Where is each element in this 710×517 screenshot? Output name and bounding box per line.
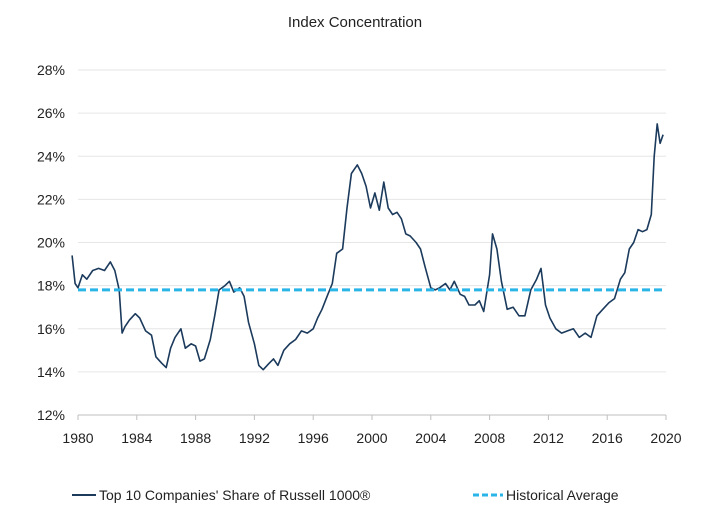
y-tick-label: 28% xyxy=(37,62,65,78)
x-tick-label: 1988 xyxy=(180,430,211,446)
x-tick-label: 2016 xyxy=(592,430,623,446)
x-tick-label: 2020 xyxy=(650,430,681,446)
y-tick-label: 14% xyxy=(37,364,65,380)
y-tick-label: 18% xyxy=(37,278,65,294)
x-tick-label: 2008 xyxy=(474,430,505,446)
x-tick-label: 1996 xyxy=(298,430,329,446)
gridlines xyxy=(78,69,666,373)
legend-label-top10: Top 10 Companies' Share of Russell 1000® xyxy=(99,487,371,503)
legend: Top 10 Companies' Share of Russell 1000®… xyxy=(72,487,619,503)
x-tick-label: 2000 xyxy=(356,430,387,446)
y-axis-ticks: 12% 14% 16% 18% 20% 22% 24% 26% 28% xyxy=(37,62,65,423)
chart-title: Index Concentration xyxy=(288,14,422,31)
x-tick-label: 2012 xyxy=(533,430,564,446)
series-layer xyxy=(71,123,664,371)
legend-label-historical-average: Historical Average xyxy=(506,487,619,503)
x-tick-label: 1980 xyxy=(62,430,93,446)
y-tick-label: 22% xyxy=(37,191,65,207)
y-tick-label: 12% xyxy=(37,407,65,423)
y-tick-label: 26% xyxy=(37,105,65,121)
y-tick-label: 16% xyxy=(37,321,65,337)
y-tick-label: 20% xyxy=(37,235,65,251)
x-tick-label: 2004 xyxy=(415,430,446,446)
x-tick-label: 1984 xyxy=(121,430,152,446)
x-tick-label: 1992 xyxy=(239,430,270,446)
series-line-top-10-companies-share-of-russell-1000 xyxy=(71,123,664,371)
x-axis-ticks: 1980 1984 1988 1992 1996 2000 2004 2008 2012 2016… xyxy=(62,415,682,446)
y-tick-label: 24% xyxy=(37,148,65,164)
